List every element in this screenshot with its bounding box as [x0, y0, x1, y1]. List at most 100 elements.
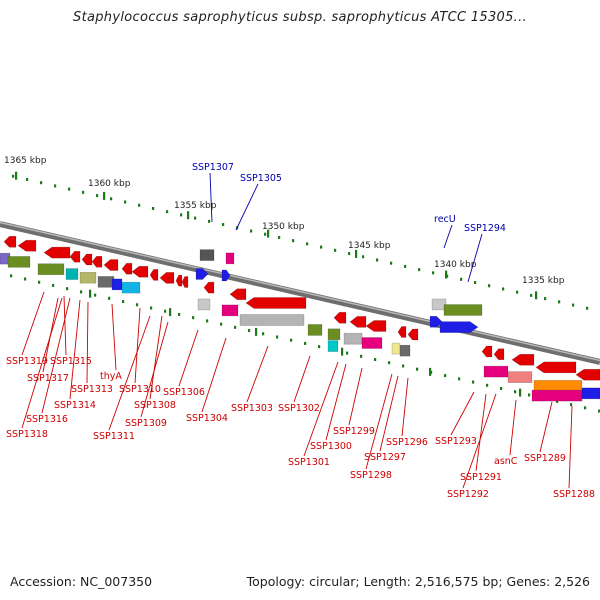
leader-line-reverse — [140, 321, 169, 418]
gene-label-reverse: SSP1309 — [125, 418, 167, 429]
gene-reverse — [159, 272, 175, 284]
gene-forward — [221, 269, 231, 282]
ruler-dot-lower — [556, 399, 559, 403]
ruler-dot-lower — [416, 367, 419, 371]
gene-reverse — [181, 276, 189, 288]
gene-reverse — [239, 314, 305, 326]
ruler-label: 1340 kbp — [434, 260, 477, 270]
gene-reverse — [307, 324, 323, 336]
ruler-dot — [334, 248, 337, 252]
ruler-dot — [362, 255, 365, 259]
ruler-dot-lower — [290, 338, 293, 342]
ruler-label: 1350 kbp — [262, 222, 305, 232]
gene-label-reverse: asnC — [494, 456, 518, 467]
ruler-dot — [138, 203, 141, 207]
leader-line-reverse — [86, 301, 89, 384]
ruler-label: 1355 kbp — [174, 201, 217, 211]
ruler-dot-lower — [262, 332, 265, 336]
gene-reverse — [481, 345, 493, 358]
leader-line-reverse — [108, 315, 151, 431]
gene-reverse — [365, 320, 387, 332]
ruler-dot-lower — [192, 316, 195, 320]
ruler-dot — [418, 268, 421, 272]
gene-reverse — [3, 236, 17, 248]
leader-line-reverse — [379, 375, 399, 452]
leader-line-reverse — [178, 329, 199, 387]
leader-line-reverse — [450, 391, 475, 436]
leader-line-reverse — [201, 337, 227, 413]
gene-reverse — [327, 328, 341, 341]
ruler-major-tick — [535, 291, 538, 300]
gene-label-reverse: SSP1315 — [50, 356, 92, 367]
ruler-dot — [432, 271, 435, 275]
ruler-dot-lower — [304, 341, 307, 345]
gene-reverse — [327, 340, 339, 352]
gene-features — [0, 236, 600, 402]
gene-label-reverse: SSP1310 — [119, 384, 161, 395]
ruler-dot-lower — [570, 403, 573, 407]
ruler-dot — [278, 235, 281, 239]
figure-title: Staphylococcus saprophyticus subsp. sapr… — [73, 10, 527, 25]
ruler-label: 1360 kbp — [88, 179, 131, 189]
ruler-dot — [12, 174, 15, 178]
ruler-dot — [558, 300, 561, 304]
gene-reverse — [483, 365, 509, 378]
ruler-major-tick — [15, 171, 18, 180]
ruler-dot — [110, 197, 113, 201]
ruler-major-tick-lower — [341, 347, 344, 356]
ruler-major-tick-lower — [429, 367, 432, 376]
leader-line-forward — [443, 224, 453, 249]
ruler-dot-lower — [164, 309, 167, 313]
leader-line-reverse — [539, 401, 553, 453]
ruler-dot-lower — [66, 287, 69, 291]
leader-line-reverse — [401, 377, 409, 437]
gene-label-reverse: SSP1308 — [134, 400, 176, 411]
gene-forward — [195, 268, 209, 280]
leader-line-reverse — [348, 367, 363, 426]
gene-reverse — [343, 332, 363, 345]
leader-line-reverse — [365, 373, 393, 470]
leader-line-reverse — [303, 361, 339, 457]
ruler-dot-lower — [528, 393, 531, 397]
ruler-dot — [208, 219, 211, 223]
gene-reverse — [91, 256, 103, 268]
gene-reverse — [535, 361, 577, 374]
ruler-dot-lower — [248, 329, 251, 333]
gene-reverse — [229, 288, 247, 301]
ruler-label: 1335 kbp — [522, 276, 565, 286]
leader-line-reverse — [462, 393, 497, 489]
ruler-major-tick-lower — [255, 327, 258, 336]
gene-reverse — [65, 268, 79, 280]
leader-line-reverse — [149, 315, 163, 400]
ruler-dot — [250, 229, 253, 233]
leader-line-reverse — [41, 297, 71, 414]
gene-forward — [199, 249, 215, 261]
ruler-major-tick — [445, 270, 448, 279]
gene-reverse — [391, 342, 401, 355]
ruler-major-tick-lower — [89, 289, 92, 298]
ruler-dot-lower — [402, 364, 405, 368]
gene-reverse — [245, 297, 307, 309]
ruler-major-tick — [187, 211, 190, 220]
ruler-dot-lower — [220, 322, 223, 326]
ruler-dot-lower — [500, 387, 503, 390]
leader-line-forward — [467, 233, 483, 283]
ruler-dot — [68, 187, 71, 191]
accession-label: Accession: NC_007350 — [10, 574, 153, 589]
ruler-dot-lower — [94, 293, 97, 297]
gene-reverse — [531, 389, 583, 402]
gene-label-reverse: SSP1301 — [288, 457, 330, 468]
gene-label-reverse: SSP1318 — [6, 429, 48, 440]
gene-label-reverse: SSP1297 — [364, 452, 406, 463]
gene-reverse — [399, 344, 411, 357]
ruler-dot — [194, 216, 197, 220]
ruler-dot-lower — [24, 277, 27, 281]
gene-reverse — [533, 380, 583, 392]
ruler-dot-lower — [52, 283, 55, 287]
ruler-dot — [572, 303, 575, 307]
leader-line-forward — [235, 183, 259, 231]
ruler-dot — [222, 223, 225, 227]
ruler-dot-lower — [598, 409, 600, 413]
gene-reverse — [17, 239, 37, 252]
